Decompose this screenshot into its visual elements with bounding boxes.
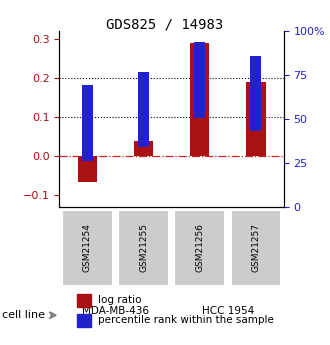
FancyBboxPatch shape [62,291,169,331]
FancyBboxPatch shape [174,291,281,331]
Text: HCC 1954: HCC 1954 [202,306,254,316]
Text: cell line: cell line [2,310,46,320]
Bar [250,56,261,131]
Text: percentile rank within the sample: percentile rank within the sample [98,315,274,325]
Text: GSM21254: GSM21254 [83,223,92,272]
FancyBboxPatch shape [62,209,113,286]
FancyBboxPatch shape [118,209,169,286]
Bar [78,156,97,182]
Text: MDA-MB-436: MDA-MB-436 [82,306,149,316]
Bar [82,85,93,161]
Bar [77,294,91,307]
Text: GSM21256: GSM21256 [195,223,204,272]
Text: log ratio: log ratio [98,295,141,305]
Bar [138,72,149,147]
Text: GDS825 / 14983: GDS825 / 14983 [106,17,224,31]
Bar [77,314,91,327]
Bar [134,141,153,156]
Text: GSM21255: GSM21255 [139,223,148,272]
FancyBboxPatch shape [174,209,225,286]
Bar [194,42,205,118]
FancyBboxPatch shape [230,209,281,286]
Bar [190,43,210,156]
Text: GSM21257: GSM21257 [251,223,260,272]
Bar [246,82,266,156]
